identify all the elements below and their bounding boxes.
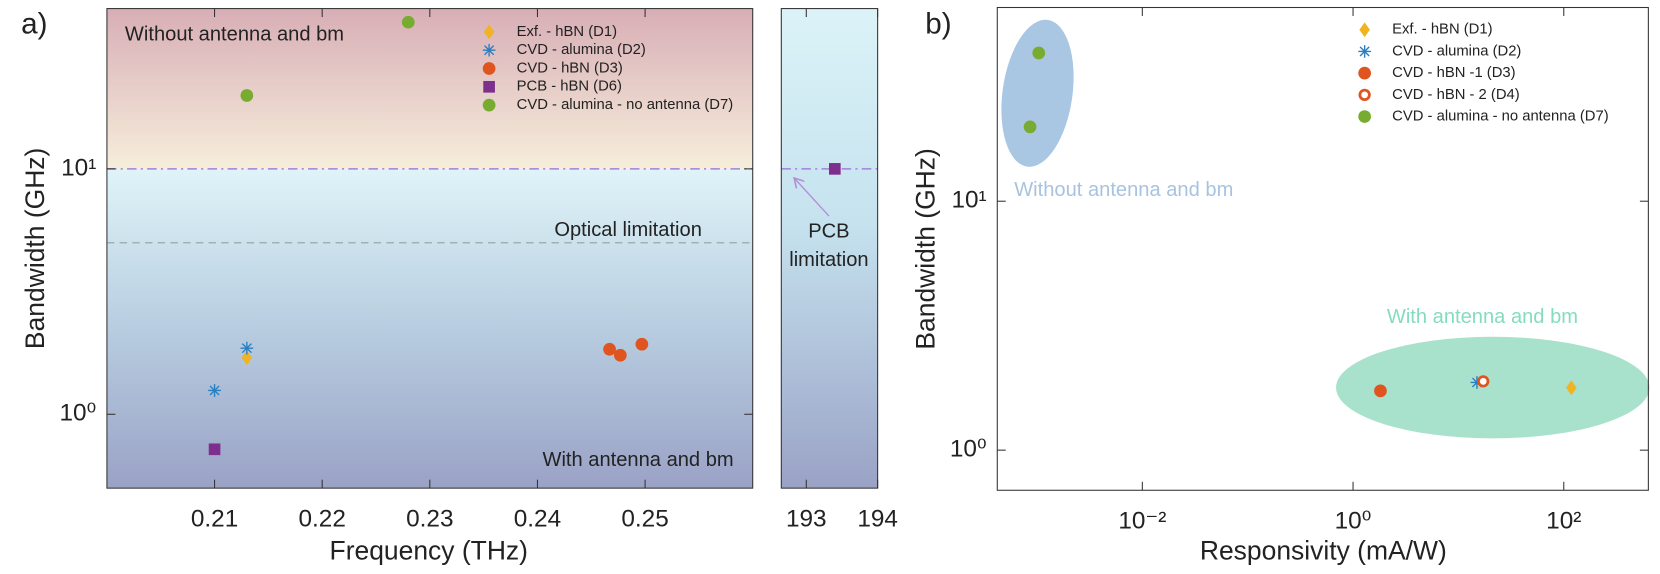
circle-marker: [603, 342, 616, 356]
legend-label: CVD - hBN (D3): [517, 60, 623, 76]
diamond-marker: [241, 350, 253, 366]
legend-marker: [1358, 66, 1371, 80]
legend-label: CVD - alumina - no antenna (D7): [517, 97, 734, 113]
legend-marker: [483, 80, 495, 93]
asterisk-marker: [1470, 376, 1484, 389]
annotation: Without antenna and bm: [125, 23, 344, 45]
annotation-arrow: [795, 179, 830, 217]
x-tick-label: 10⁻²: [1118, 507, 1166, 534]
legend-marker: [482, 98, 496, 112]
circle-marker: [1374, 384, 1387, 398]
legend-marker: [1358, 45, 1371, 58]
region-background: [106, 8, 753, 169]
x-tick-label: 0.23: [406, 505, 453, 532]
legend-label: CVD - alumina - no antenna (D7): [1392, 108, 1609, 124]
legend-label: Exf. - hBN (D1): [517, 24, 617, 40]
asterisk-marker: [208, 384, 221, 397]
legend-label: Exf. - hBN (D1): [1392, 22, 1492, 38]
annotation: Optical limitation: [554, 219, 702, 241]
axes-frame: [996, 6, 1649, 491]
legend-label: PCB - hBN (D6): [517, 79, 622, 95]
x-tick-label: 0.22: [299, 505, 346, 532]
y-tick-label: 10¹: [61, 154, 96, 181]
ring-marker: [1477, 375, 1490, 388]
legend-marker: [482, 43, 496, 57]
x-axis-label: Responsivity (mA/W): [1200, 536, 1447, 566]
x-tick-label: 10²: [1546, 507, 1581, 534]
y-tick-label: 10⁰: [60, 400, 97, 427]
x-tick-label: 194: [857, 505, 898, 532]
legend-label: CVD - alumina (D2): [517, 42, 646, 58]
region-ellipse: [1001, 19, 1074, 167]
circle-marker: [240, 89, 254, 102]
annotation: PCB: [808, 220, 849, 242]
square-marker: [208, 443, 221, 456]
panel-label: b): [925, 7, 951, 40]
y-axis-label: Bandwidth (GHz): [20, 148, 50, 349]
x-tick-label: 0.21: [191, 505, 238, 532]
annotation: With antenna and bm: [1387, 306, 1578, 328]
legend-marker: [482, 62, 496, 75]
y-tick-label: 10¹: [952, 187, 987, 214]
circle-marker: [1023, 120, 1037, 134]
x-tick-label: 10⁰: [1335, 507, 1372, 534]
x-tick-label: 0.24: [514, 505, 561, 532]
circle-marker: [1032, 46, 1046, 60]
axes-frame: [780, 8, 879, 489]
annotation: limitation: [789, 249, 868, 271]
circle-marker: [635, 337, 649, 351]
diamond-marker: [1566, 380, 1577, 396]
region-background: [106, 168, 753, 489]
x-axis-label: Frequency (THz): [330, 536, 528, 566]
circle-marker: [613, 348, 627, 362]
annotation: With antenna and bm: [542, 449, 733, 471]
region-background: [781, 8, 878, 489]
x-tick-label: 193: [786, 505, 827, 532]
x-tick-label: 0.25: [621, 505, 668, 532]
legend-label: CVD - alumina (D2): [1392, 43, 1521, 59]
asterisk-marker: [240, 341, 254, 355]
region-ellipse: [1336, 336, 1650, 439]
annotation: Without antenna and bm: [1014, 179, 1233, 201]
circle-marker: [401, 15, 415, 29]
square-marker: [829, 163, 841, 175]
panel-label: a): [21, 7, 47, 40]
y-axis-label: Bandwidth (GHz): [910, 148, 940, 349]
legend-marker: [1358, 110, 1371, 123]
legend-label: CVD - hBN - 2 (D4): [1392, 87, 1520, 103]
legend-marker: [1359, 22, 1370, 38]
legend-marker: [1358, 88, 1371, 101]
legend-label: CVD - hBN -1 (D3): [1392, 65, 1516, 81]
y-tick-label: 10⁰: [950, 436, 987, 463]
